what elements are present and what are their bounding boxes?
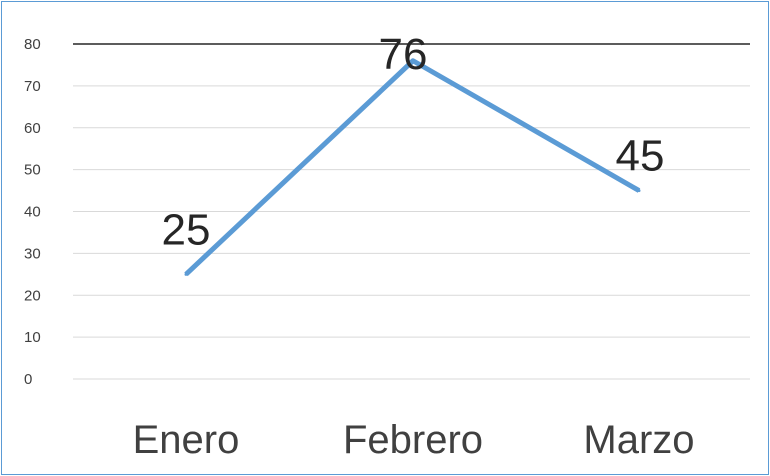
data-label-marzo: 45 [616,132,665,181]
y-tick-label-80: 80 [24,36,41,53]
y-tick-label-20: 20 [24,287,41,304]
y-tick-label-50: 50 [24,162,41,179]
x-axis-categories: Enero Febrero Marzo [133,418,695,462]
series-line-0 [184,58,641,277]
y-tick-label-10: 10 [24,329,41,346]
gridlines [73,43,750,380]
category-label-marzo: Marzo [583,418,694,462]
data-point-febrero [411,59,415,63]
y-tick-label-70: 70 [24,78,41,95]
data-labels: 25 76 45 [162,30,665,255]
data-point-enero [184,272,188,276]
y-tick-label-30: 30 [24,245,41,262]
y-axis-ticks: 0 10 20 30 40 50 60 70 80 [24,36,41,388]
category-label-febrero: Febrero [343,418,483,462]
y-tick-label-60: 60 [24,120,41,137]
data-label-febrero: 76 [379,30,428,79]
y-tick-label-40: 40 [24,204,41,221]
y-tick-label-0: 0 [24,371,32,388]
category-label-enero: Enero [133,418,240,462]
data-point-marzo [637,189,641,193]
series-layer [184,58,641,277]
data-label-enero: 25 [162,205,211,254]
